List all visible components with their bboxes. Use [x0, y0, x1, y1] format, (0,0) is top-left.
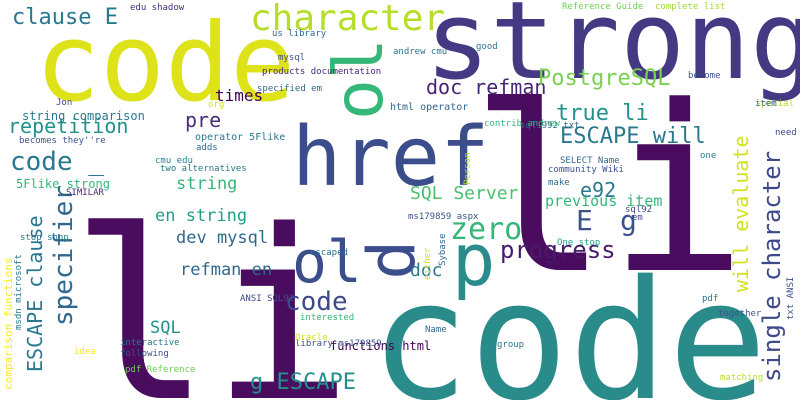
- word: SELECT Name: [560, 156, 620, 166]
- word: library ms179859: [295, 339, 382, 349]
- word: interactive: [120, 338, 180, 348]
- word: g ESCAPE: [250, 370, 356, 395]
- word: doc refman: [426, 75, 546, 99]
- word: Jon: [56, 98, 72, 108]
- word: either: [423, 247, 433, 280]
- word: products documentation: [262, 67, 381, 77]
- word: sql92: [625, 205, 652, 215]
- word: en string: [155, 206, 247, 226]
- word: functions html: [330, 339, 431, 353]
- word: true li: [556, 101, 649, 126]
- word: complete list: [655, 2, 725, 12]
- word: special: [756, 99, 794, 109]
- word: html operator: [390, 102, 468, 113]
- word: make: [548, 178, 570, 188]
- word: repetition: [8, 114, 128, 138]
- word: PostgreSQL: [538, 66, 670, 91]
- word: SIMILAR: [66, 188, 105, 198]
- word: code: [370, 245, 767, 400]
- word: single character: [758, 151, 786, 382]
- word: stop shop: [20, 233, 69, 243]
- word: SQL: [150, 318, 181, 338]
- word: string: [176, 174, 237, 194]
- word: two alternatives: [160, 164, 247, 174]
- word: us library: [272, 29, 327, 39]
- word: adds: [196, 143, 218, 153]
- word: em: [632, 213, 643, 223]
- word: times: [215, 86, 263, 105]
- word: Sybase: [438, 233, 448, 266]
- word: interested: [300, 313, 354, 323]
- word: one: [700, 151, 716, 161]
- word: progress: [500, 236, 616, 264]
- word: p: [452, 218, 495, 302]
- word: becomes they''re: [19, 136, 106, 146]
- word: comparison functions: [2, 258, 15, 390]
- word: code: [35, 1, 295, 126]
- word: doc: [410, 260, 443, 281]
- word: following: [120, 349, 169, 359]
- word: Oracle: [295, 333, 328, 343]
- word: escaped: [310, 248, 348, 258]
- word: specified em: [257, 84, 322, 94]
- word: string comparison: [22, 109, 145, 123]
- word: ol: [292, 228, 362, 296]
- word: clause E: [12, 5, 118, 30]
- word: 5Flike strong: [16, 177, 110, 191]
- word: e92: [580, 178, 616, 202]
- word: good: [476, 42, 498, 52]
- word: Reference Guide: [562, 2, 643, 12]
- word: code _: [10, 147, 104, 177]
- word: code: [285, 287, 348, 317]
- word: pdf: [702, 294, 718, 304]
- word: g: [620, 204, 637, 237]
- word: previous item: [545, 192, 662, 210]
- word: specifier: [49, 185, 79, 326]
- word: msdn microsoft: [14, 254, 24, 330]
- word: ol: [320, 38, 399, 120]
- word: character: [250, 0, 445, 39]
- word: will evaluate: [729, 135, 753, 292]
- word: idea: [74, 347, 96, 357]
- word: strong: [425, 0, 800, 104]
- word: item: [755, 99, 777, 109]
- word: p: [362, 240, 439, 280]
- word: contrib andrew: [484, 119, 560, 129]
- word: li: [70, 181, 353, 400]
- word: pre: [185, 108, 221, 132]
- word: together: [718, 309, 762, 319]
- word: ESCAPE clause: [23, 215, 47, 372]
- word: SQL Server: [410, 183, 519, 204]
- word: href: [292, 110, 489, 205]
- word: li: [470, 58, 747, 325]
- word: cmu edu: [155, 156, 193, 166]
- word: ms179859 aspx: [408, 212, 479, 222]
- word: zero: [450, 212, 522, 247]
- word: edu shadow: [130, 3, 185, 13]
- word: sql1992 txt: [520, 121, 580, 131]
- word: matching: [720, 373, 763, 383]
- word: community Wiki: [548, 165, 624, 175]
- word: mysql: [278, 53, 305, 63]
- word: org: [208, 100, 224, 110]
- word: refman en: [180, 260, 272, 280]
- word: pdf Reference: [125, 365, 195, 375]
- word: andrew cmu: [393, 47, 447, 57]
- word: E: [576, 204, 593, 237]
- word: ANSI SQL92: [240, 294, 294, 304]
- word: txt ANSI: [786, 277, 796, 320]
- word: ESCAPE will: [560, 124, 706, 149]
- word: need: [775, 128, 797, 138]
- word: operator 5Flike: [195, 132, 285, 143]
- word: group: [497, 340, 524, 350]
- word: One stop: [557, 238, 600, 248]
- word: Person: [463, 152, 473, 185]
- word: dev mysql: [176, 228, 268, 248]
- word: become: [688, 71, 721, 81]
- word: Name: [425, 325, 447, 335]
